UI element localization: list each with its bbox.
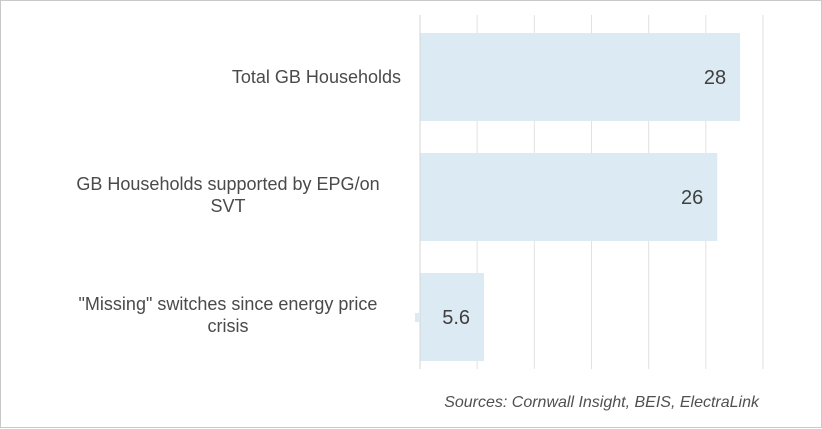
- bar-value-label: 26: [681, 187, 703, 209]
- axis-tick: [415, 313, 420, 322]
- category-label: GB Households supported by EPG/on SVT: [76, 174, 379, 216]
- bar: [420, 273, 485, 361]
- bar-value-label: 5.6: [442, 307, 470, 329]
- bar: [420, 33, 741, 121]
- category-label: Total GB Households: [232, 67, 401, 87]
- category-label: "Missing" switches since energy price cri…: [79, 294, 378, 336]
- source-note: Sources: Cornwall Insight, BEIS, Electra…: [444, 394, 759, 411]
- bar-value-label: 28: [704, 67, 726, 89]
- bar: [420, 153, 718, 241]
